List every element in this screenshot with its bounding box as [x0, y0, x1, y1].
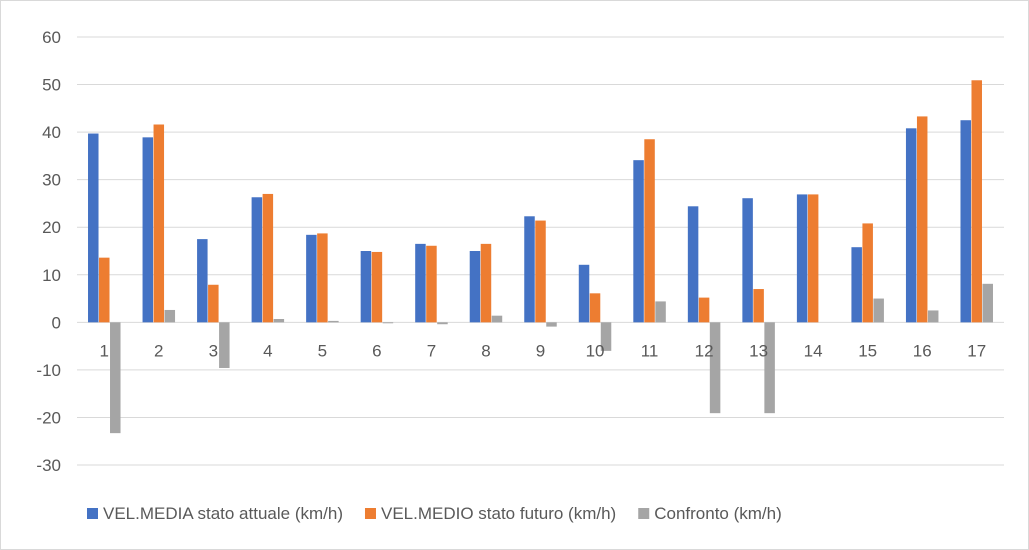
bar-series-2 [426, 245, 437, 323]
bar-series-3 [927, 310, 939, 323]
x-category-label: 7 [427, 341, 436, 360]
bar-series-2 [807, 194, 819, 323]
bar-series-2 [99, 257, 110, 323]
bars [88, 80, 993, 434]
x-category-label: 16 [913, 341, 932, 360]
bar-series-1 [415, 243, 426, 323]
bar-series-3 [764, 322, 775, 414]
bar-series-2 [753, 289, 764, 323]
y-tick-label: -30 [36, 456, 61, 475]
bar-series-1 [142, 137, 154, 323]
y-tick-label: 20 [42, 218, 61, 237]
x-category-label: 4 [263, 341, 272, 360]
bar-series-1 [578, 264, 590, 323]
bar-series-3 [328, 320, 339, 323]
x-category-label: 3 [209, 341, 218, 360]
bar-series-3 [382, 322, 394, 324]
bar-series-2 [262, 193, 274, 323]
legend-swatch [87, 508, 98, 519]
bar-series-2 [698, 297, 710, 323]
y-tick-label: -10 [36, 361, 61, 380]
bar-series-1 [851, 247, 862, 323]
x-category-label: 8 [481, 341, 490, 360]
bar-series-2 [535, 220, 546, 323]
legend-label: VEL.MEDIA stato attuale (km/h) [103, 504, 343, 523]
bar-series-1 [197, 239, 208, 323]
legend-swatch [638, 508, 650, 519]
x-axis-ticks: 1 2 3 4 5 6 7 8 9 10 11 12 13 14 15 16 17 [100, 341, 987, 360]
bar-series-1 [687, 206, 699, 323]
x-category-label: 14 [804, 341, 823, 360]
bar-series-2 [916, 116, 928, 323]
bar-series-2 [644, 139, 655, 323]
bar-series-2 [971, 80, 982, 323]
bar-series-3 [110, 322, 121, 434]
bar-series-3 [982, 283, 993, 323]
x-category-label: 17 [967, 341, 986, 360]
bar-series-1 [633, 160, 644, 323]
bar-series-3 [600, 322, 612, 351]
x-category-label: 13 [749, 341, 768, 360]
bar-series-2 [589, 293, 601, 323]
legend-label: VEL.MEDIO stato futuro (km/h) [381, 504, 616, 523]
bar-series-3 [219, 322, 230, 368]
bar-series-3 [273, 319, 285, 323]
bar-series-3 [164, 309, 176, 323]
x-category-label: 10 [586, 341, 605, 360]
bar-series-1 [251, 197, 263, 323]
bar-series-3 [546, 322, 557, 327]
bar-series-1 [306, 234, 317, 323]
y-tick-label: -20 [36, 408, 61, 427]
bar-series-1 [905, 128, 917, 323]
x-category-label: 2 [154, 341, 163, 360]
x-category-label: 9 [536, 341, 545, 360]
y-tick-label: 30 [42, 171, 61, 190]
bar-series-3 [873, 298, 884, 323]
y-tick-label: 10 [42, 266, 61, 285]
bar-series-3 [437, 322, 448, 325]
legend-label: Confronto (km/h) [654, 504, 782, 523]
bar-series-2 [480, 243, 492, 323]
bar-series-1 [742, 198, 753, 323]
bar-series-2 [317, 233, 328, 323]
bar-series-3 [709, 322, 721, 414]
bar-series-2 [371, 251, 383, 323]
bar-series-2 [862, 223, 873, 323]
y-tick-label: 0 [52, 313, 61, 332]
bar-series-1 [88, 133, 99, 323]
y-tick-label: 50 [42, 76, 61, 95]
y-axis-ticks: 60 50 40 30 20 10 0 -10 -20 -30 [36, 28, 61, 475]
legend-swatch [364, 508, 376, 519]
bar-series-1 [524, 216, 535, 323]
x-category-label: 12 [695, 341, 714, 360]
bar-series-1 [360, 251, 372, 323]
y-tick-label: 40 [42, 123, 61, 142]
bar-series-3 [655, 301, 666, 323]
bar-series-2 [153, 124, 165, 323]
y-tick-label: 60 [42, 28, 61, 47]
legend: VEL.MEDIA stato attuale (km/h) VEL.MEDIO … [87, 504, 782, 523]
x-category-label: 6 [372, 341, 381, 360]
x-category-label: 1 [100, 341, 109, 360]
x-category-label: 5 [318, 341, 327, 360]
bar-series-2 [208, 284, 219, 323]
bar-series-3 [491, 315, 503, 323]
x-category-label: 11 [641, 341, 659, 360]
x-category-label: 15 [858, 341, 877, 360]
bar-series-1 [796, 194, 808, 323]
bar-series-1 [960, 120, 971, 323]
bar-series-1 [469, 251, 481, 323]
